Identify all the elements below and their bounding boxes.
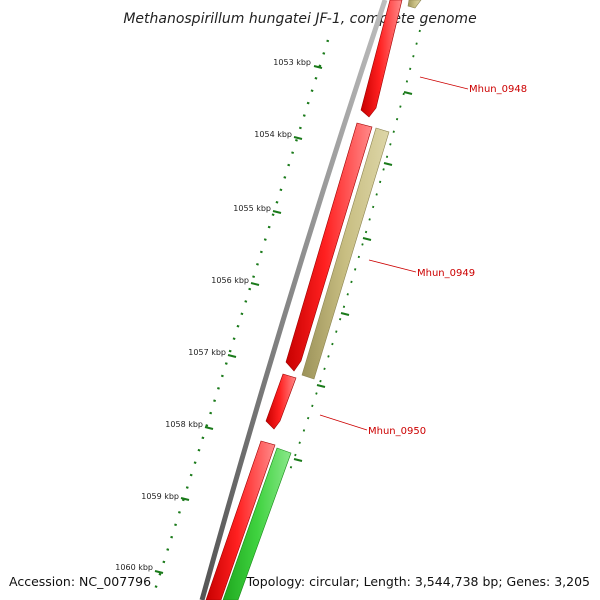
tick-label: 1054 kbp <box>254 130 292 139</box>
tick-1053: 1053 kbp <box>273 58 323 69</box>
tick-1057: 1057 kbp <box>188 348 237 358</box>
tick-label: 1060 kbp <box>115 563 153 572</box>
tick-label: 1058 kbp <box>165 420 203 429</box>
leader-mhun-0950 <box>319 414 368 431</box>
tick-label: 1057 kbp <box>188 348 226 357</box>
leader-mhun-0948 <box>419 76 469 90</box>
gene-arrow-mhun-0948 <box>360 0 403 118</box>
tick-label: 1059 kbp <box>141 492 179 501</box>
tick-label: 1053 kbp <box>273 58 311 67</box>
tick-1059: 1059 kbp <box>141 492 190 501</box>
gene-arrow-mhun-0950 <box>265 373 297 430</box>
map-title: Methanospirillum hungatei JF-1, complete… <box>123 11 476 27</box>
tick-1058: 1058 kbp <box>165 420 214 430</box>
leader-mhun-0949 <box>368 259 417 273</box>
tick-label: 1056 kbp <box>211 276 249 285</box>
gene-bar-green <box>222 447 292 600</box>
accession-text: Accession: NC_007796 <box>9 574 151 589</box>
tick-1055: 1055 kbp <box>233 204 282 214</box>
tick-label: 1055 kbp <box>233 204 271 213</box>
gene-arrow-mhun-0949-neighbor <box>285 122 373 372</box>
tick-1060: 1060 kbp <box>115 563 164 574</box>
gene-bar-olive-mhun-0949 <box>301 127 390 380</box>
inner-tick-ring <box>289 29 421 471</box>
tick-1054: 1054 kbp <box>254 130 303 140</box>
genome-summary-text: Topology: circular; Length: 3,544,738 bp… <box>246 574 590 589</box>
gene-label-mhun-0949: Mhun_0949 <box>417 268 475 279</box>
tick-1056: 1056 kbp <box>211 276 260 286</box>
gene-label-mhun-0948: Mhun_0948 <box>469 84 527 95</box>
gene-arrow-next <box>205 440 276 600</box>
gene-label-mhun-0950: Mhun_0950 <box>368 426 426 437</box>
gene-bar-olive-top <box>407 0 422 9</box>
inner-ticks <box>293 91 413 462</box>
genome-backbone <box>199 0 388 600</box>
